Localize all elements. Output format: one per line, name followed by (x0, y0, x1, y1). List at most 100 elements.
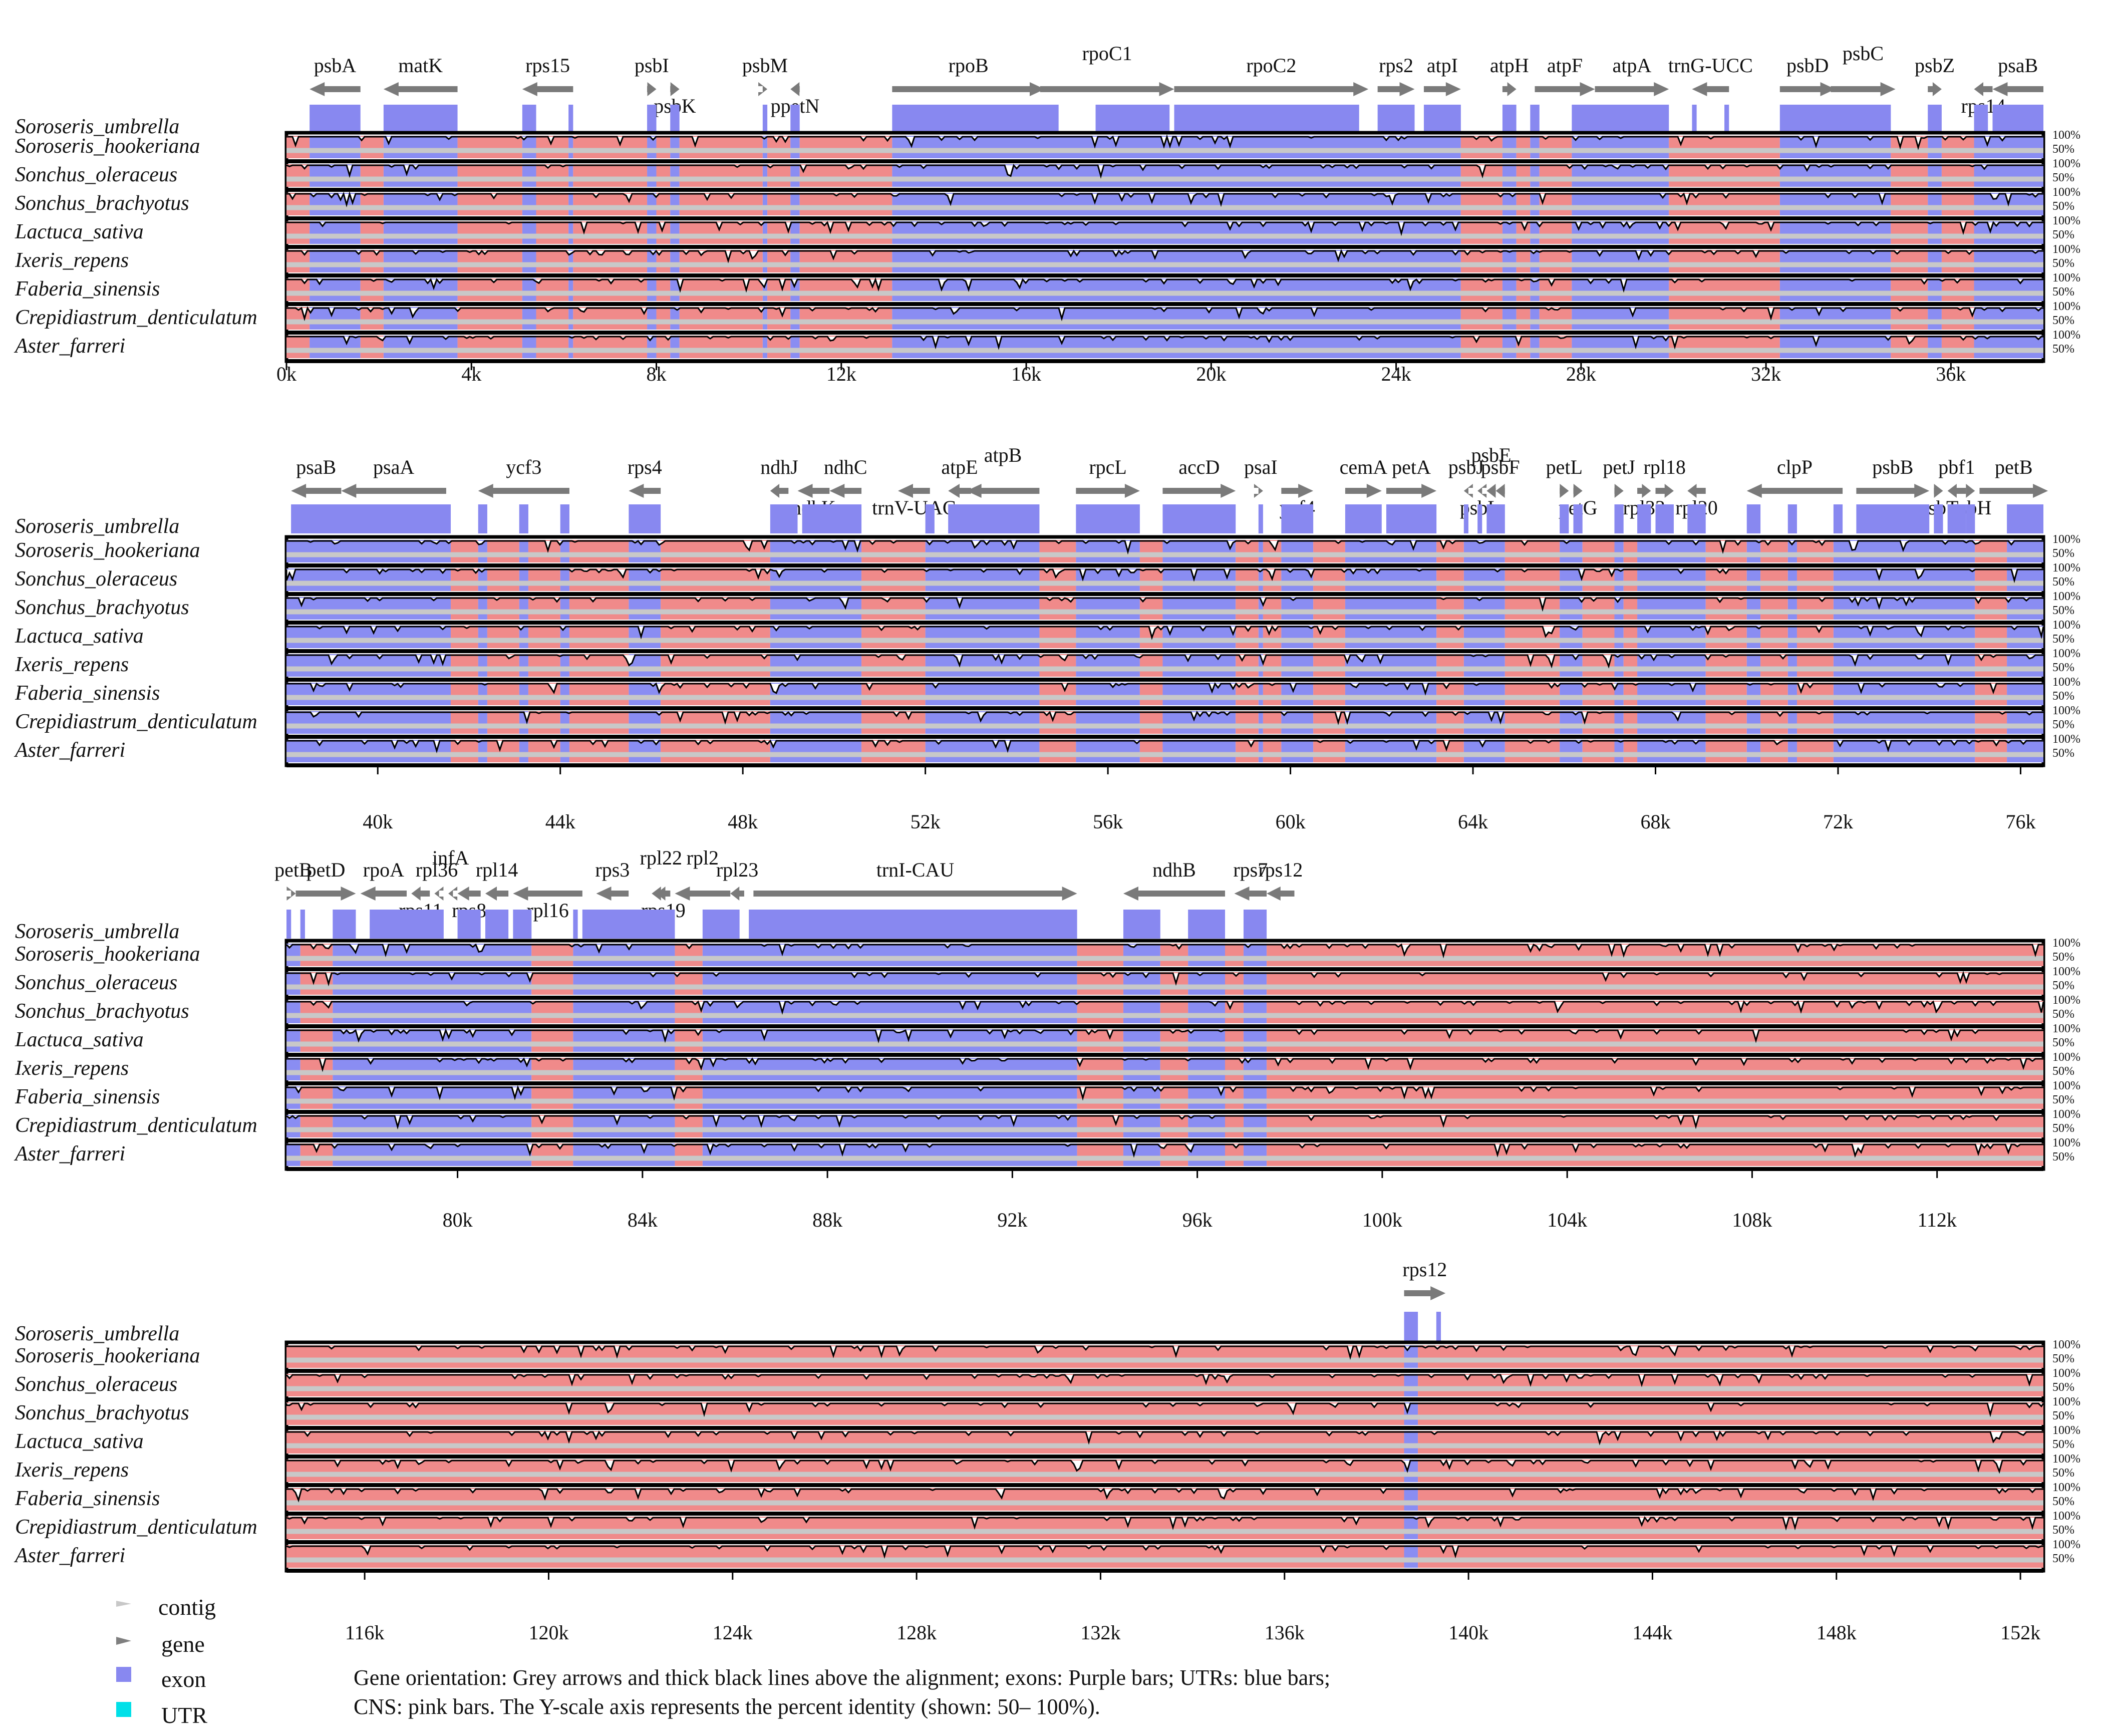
row-separator (286, 359, 2043, 363)
identity-region (1436, 654, 1464, 677)
identity-region (656, 278, 671, 301)
species-row: 100%50% (286, 1136, 2080, 1171)
identity-region (522, 193, 536, 215)
ytick-label-100: 100% (2052, 1481, 2080, 1494)
identity-region (790, 221, 800, 244)
gene-arrow-rps12 (1267, 887, 1295, 901)
ytick-label-50: 50% (2052, 285, 2074, 299)
identity-region (629, 597, 661, 620)
identity-region (1463, 683, 1505, 705)
identity-region (799, 136, 892, 158)
identity-profile (286, 1143, 2043, 1158)
identity-region (670, 164, 680, 187)
gene-label-atpB: atpB (984, 444, 1022, 466)
gene-label-psbF: psbF (1481, 456, 1520, 478)
identity-region (1623, 740, 1638, 762)
gene-label-atpH: atpH (1490, 54, 1529, 77)
identity-region (536, 278, 569, 301)
gene-arrow-psbA (310, 82, 361, 96)
exon-bar (1947, 504, 1966, 533)
gene-label-psbD: psbD (1786, 54, 1829, 77)
identity-region (487, 568, 519, 591)
identity-region (522, 250, 536, 272)
gene-label-trnV-UAC: trnV-UAC (872, 496, 956, 519)
row-separator (286, 1369, 2043, 1373)
identity-profile (286, 164, 2043, 179)
row-separator (286, 331, 2043, 335)
identity-region (531, 1001, 573, 1023)
identity-region (487, 626, 519, 648)
identity-region (286, 540, 451, 562)
identity-region (1572, 136, 1669, 158)
identity-region (1796, 597, 1834, 620)
identity-region (767, 164, 791, 187)
identity-region (560, 597, 569, 620)
identity-region (1077, 1143, 1123, 1166)
ytick-label-100: 100% (2052, 1395, 2080, 1408)
identity-region (1891, 193, 1928, 215)
x-tick-label: 32k (1751, 363, 1781, 385)
species-row: 100%50% (286, 271, 2080, 306)
identity-region (522, 278, 536, 301)
identity-region (286, 1115, 301, 1137)
identity-region (2007, 740, 2043, 762)
identity-region (519, 597, 528, 620)
identity-region (478, 654, 487, 677)
identity-region (1077, 1001, 1123, 1023)
identity-region (1436, 683, 1464, 705)
gene-label-petA: petA (1392, 456, 1431, 478)
identity-region (1263, 654, 1282, 677)
gene-arrow-atpH (1502, 82, 1517, 96)
identity-region (1539, 336, 1572, 358)
identity-profile (285, 1402, 2044, 1417)
identity-region (670, 193, 680, 215)
legend-gene-label: gene (161, 1631, 205, 1657)
identity-profile (286, 277, 2043, 293)
gene-label-ndhC: ndhC (824, 456, 867, 478)
identity-region (762, 278, 768, 301)
identity-region (861, 597, 926, 620)
gene-arrow-atpB (966, 484, 1040, 498)
identity-region (1345, 568, 1437, 591)
exon-bar (1687, 504, 1706, 533)
identity-region (286, 1029, 301, 1052)
identity-region (925, 597, 1040, 620)
ytick-label-100: 100% (2052, 561, 2080, 574)
identity-region (799, 193, 892, 215)
identity-region (1160, 1029, 1188, 1052)
gene-label-psaB: psaB (296, 456, 336, 478)
identity-region (790, 164, 800, 187)
identity-region (702, 972, 1077, 995)
gene-arrow-psbB (1856, 484, 1930, 498)
ytick-label-50: 50% (2052, 1150, 2074, 1164)
contig-line (286, 723, 2043, 729)
contig-line (286, 552, 2043, 557)
identity-region (702, 1058, 1077, 1080)
gene-arrow-trnG-UCC (1692, 82, 1729, 96)
identity-region (360, 250, 384, 272)
gene-label-rpl23: rpl23 (716, 858, 758, 881)
identity-region (1281, 711, 1314, 734)
exon-bar (892, 105, 1059, 134)
identity-region (1560, 540, 1583, 562)
identity-region (1787, 597, 1797, 620)
exon-bar (1833, 504, 1843, 533)
gene-arrow-psbL (1477, 484, 1487, 498)
identity-region (487, 654, 519, 677)
species-row: 100%50% (285, 937, 2080, 971)
identity-region (457, 250, 522, 272)
identity-region (383, 136, 458, 158)
identity-region (1539, 250, 1572, 272)
species-label: Soroseris_hookeriana (15, 1344, 200, 1367)
identity-region (679, 136, 763, 158)
identity-region (1623, 654, 1638, 677)
identity-region (286, 1345, 1404, 1368)
gene-label-rps4: rps4 (628, 456, 662, 478)
identity-region (522, 307, 536, 330)
identity-profile (286, 1345, 2043, 1360)
identity-region (569, 740, 629, 762)
identity-region (1502, 250, 1517, 272)
identity-region (1039, 626, 1076, 648)
identity-region (661, 654, 770, 677)
x-tick-label: 0k (276, 363, 296, 385)
